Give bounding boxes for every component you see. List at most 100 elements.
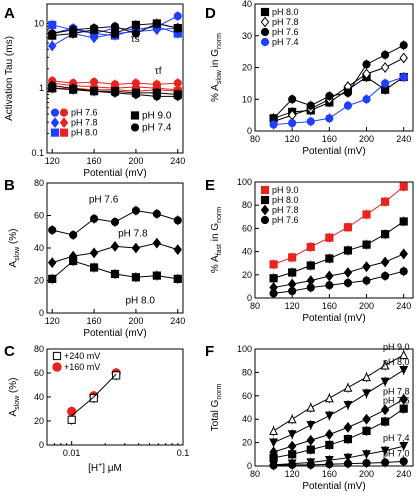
x-tick-label: 120 bbox=[285, 469, 300, 479]
data-point bbox=[343, 223, 353, 232]
data-point bbox=[399, 217, 408, 226]
data-point bbox=[288, 286, 297, 296]
data-point bbox=[306, 402, 316, 412]
data-point bbox=[380, 62, 390, 73]
data-point bbox=[343, 401, 353, 410]
data-point bbox=[152, 19, 161, 28]
y-tick-label: 20 bbox=[242, 63, 252, 73]
x-tick-label: 200 bbox=[128, 316, 143, 326]
data-point bbox=[152, 92, 161, 101]
panel-label-e: E bbox=[205, 177, 215, 194]
panel-f: 80 120 160 200 240 0 20 40 60 80 100 pH 9.0 pH 8.0 pH… bbox=[210, 342, 414, 492]
data-point bbox=[343, 453, 353, 463]
data-point bbox=[173, 274, 182, 283]
data-point bbox=[306, 261, 315, 270]
legend-label: pH 9.0 bbox=[142, 110, 172, 121]
annotation-tau-fast: τf bbox=[155, 66, 162, 77]
y-tick-label: 0 bbox=[247, 126, 252, 136]
series-ph-7.4 bbox=[269, 72, 408, 130]
panel-label-c: C bbox=[4, 343, 15, 360]
plot-frame bbox=[254, 181, 414, 299]
series-ph-7.4 bbox=[48, 80, 182, 102]
data-point bbox=[269, 289, 278, 298]
x-tick-label: 240 bbox=[170, 316, 185, 326]
y-label-main: A bbox=[8, 410, 19, 417]
data-point bbox=[362, 95, 371, 104]
data-point bbox=[343, 382, 353, 392]
data-point bbox=[343, 421, 353, 433]
data-point bbox=[399, 182, 408, 191]
data-point bbox=[362, 240, 371, 249]
data-point bbox=[362, 261, 371, 273]
data-point bbox=[399, 52, 408, 64]
legend-label: pH 7.4 bbox=[142, 122, 172, 133]
data-point bbox=[287, 414, 297, 424]
y-tick-label: 0 bbox=[247, 293, 252, 303]
data-point bbox=[306, 242, 315, 252]
y-label-main: A bbox=[8, 261, 19, 268]
series-ph-9.0 bbox=[269, 181, 408, 270]
data-point bbox=[343, 278, 353, 288]
panel-label-a: A bbox=[4, 5, 15, 22]
data-point bbox=[343, 459, 353, 468]
data-point bbox=[306, 445, 315, 454]
x-axis-label: Potential (mV) bbox=[83, 328, 146, 339]
data-point bbox=[48, 29, 57, 38]
x-tick-label: 80 bbox=[250, 301, 260, 311]
data-point bbox=[381, 230, 390, 239]
legend-marker bbox=[260, 37, 270, 47]
data-point bbox=[173, 12, 182, 21]
y-axis-label: Aslow (%) bbox=[8, 377, 21, 416]
series-ph-7.6 bbox=[48, 205, 182, 240]
legend-label: +240 mV bbox=[64, 351, 100, 361]
data-point bbox=[89, 263, 99, 272]
trend-line bbox=[71, 373, 117, 416]
data-point bbox=[381, 458, 390, 467]
y-axis-label: Aslow (%) bbox=[8, 228, 21, 267]
data-point bbox=[306, 434, 315, 446]
series-ph-7.4 bbox=[48, 18, 182, 39]
series-label: pH 7.6 bbox=[89, 195, 119, 206]
y-label-sub: norm bbox=[216, 384, 223, 400]
x-axis-label: Potential (mV) bbox=[83, 168, 146, 179]
data-point bbox=[362, 413, 371, 425]
data-point bbox=[173, 216, 182, 225]
data-point bbox=[399, 404, 408, 413]
plot-frame bbox=[46, 3, 184, 154]
x-tick-label: 200 bbox=[128, 156, 143, 166]
legend-marker bbox=[260, 215, 270, 225]
data-point bbox=[173, 244, 183, 256]
legend-marker bbox=[52, 362, 62, 372]
y-tick-label: 20 bbox=[242, 270, 252, 280]
data-point bbox=[362, 68, 371, 80]
x-label-sup: + bbox=[98, 462, 102, 469]
data-point bbox=[47, 40, 57, 52]
x-tick-label: 200 bbox=[359, 469, 374, 479]
legend-marker bbox=[130, 123, 140, 132]
data-point bbox=[399, 365, 409, 375]
y-tick-label: 0 bbox=[39, 440, 44, 450]
data-point bbox=[131, 242, 141, 254]
data-point bbox=[399, 248, 408, 260]
data-point bbox=[362, 60, 371, 69]
data-point bbox=[110, 269, 120, 279]
y-tick-label: 80 bbox=[242, 200, 252, 210]
y-tick-label: 40 bbox=[34, 243, 44, 253]
data-point bbox=[306, 283, 315, 292]
legend: pH 8.0pH 7.8pH 7.6pH 7.4 bbox=[260, 7, 299, 47]
data-point bbox=[89, 214, 99, 223]
panel-label-d: D bbox=[205, 5, 216, 22]
data-point bbox=[66, 406, 77, 417]
data-point bbox=[131, 206, 141, 215]
data-point bbox=[110, 217, 120, 227]
data-point bbox=[288, 450, 297, 459]
y-tick-label: 10 bbox=[242, 94, 252, 104]
legend-label: pH 7.8 bbox=[272, 205, 299, 215]
legend-marker bbox=[50, 128, 60, 137]
series-label: pH 7.0 bbox=[383, 448, 410, 458]
y-label-sub2: norm bbox=[216, 33, 223, 49]
series-ph-7.6 bbox=[269, 40, 408, 124]
data-point bbox=[112, 371, 121, 380]
legend-marker bbox=[50, 117, 60, 129]
x-tick-label: 200 bbox=[359, 301, 374, 311]
